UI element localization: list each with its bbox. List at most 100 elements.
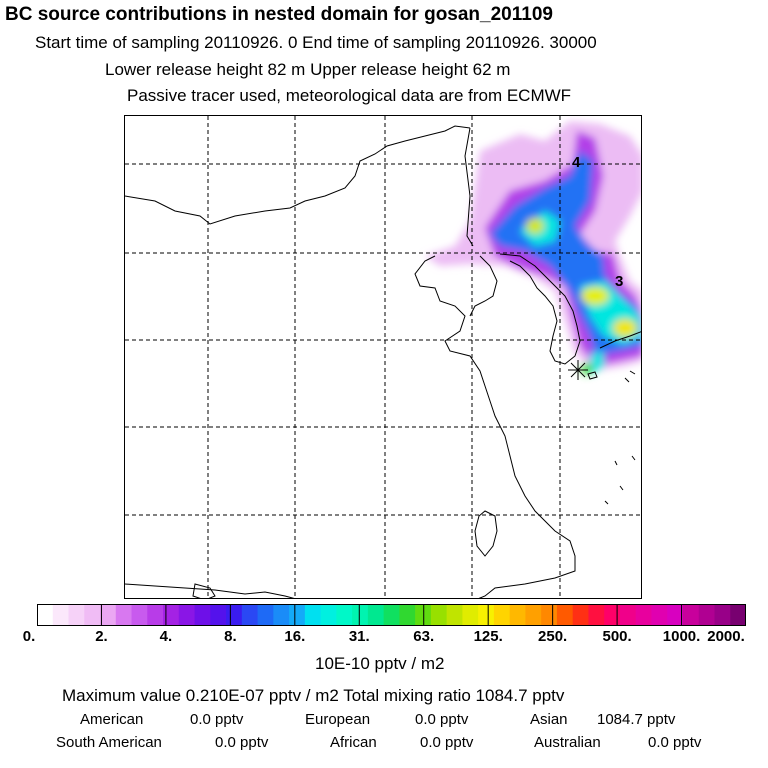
colorbar-cell	[588, 604, 605, 626]
korea-peninsula	[499, 253, 581, 365]
map-plot-area: 4 3	[124, 115, 642, 599]
colorbar-cell	[619, 604, 637, 626]
plume-yellow-1	[526, 218, 544, 234]
border-mongolia	[125, 125, 471, 225]
colorbar-cell	[210, 604, 227, 626]
taiwan	[474, 510, 498, 557]
colorbar-tick-label: 4.	[159, 628, 173, 645]
hainan	[192, 583, 216, 598]
colorbar-tick-label: 2.	[95, 628, 108, 645]
colorbar-cell	[84, 604, 101, 626]
australian-label: Australian	[534, 734, 601, 751]
american-value: 0.0 pptv	[190, 711, 244, 728]
colorbar-cell	[604, 604, 621, 626]
map-svg: 4 3	[125, 116, 641, 598]
african-value: 0.0 pptv	[420, 734, 474, 751]
south-american-label: South American	[56, 734, 162, 751]
colorbar-cell	[635, 604, 652, 626]
border-ne-china	[464, 127, 474, 247]
colorbar-border	[37, 604, 746, 626]
tracer-info-line: Passive tracer used, meteorological data…	[127, 86, 572, 105]
colorbar-cell	[572, 604, 589, 626]
colorbar-tick-label: 31.	[348, 628, 370, 645]
colorbar	[37, 604, 746, 626]
colorbar-cell	[68, 604, 85, 626]
colorbar-cell	[100, 604, 117, 626]
colorbar-cell	[383, 604, 400, 626]
colorbar-cell	[651, 604, 668, 626]
colorbar-cell	[273, 604, 290, 626]
plume-yellow-3	[613, 319, 637, 337]
colorbar-tick-label: 250.	[538, 628, 568, 645]
coastlines	[125, 125, 641, 598]
colorbar-tick-label: 8.	[224, 628, 237, 645]
colorbar-cell	[352, 604, 369, 626]
colorbar-cell	[493, 604, 511, 626]
colorbar-tick-label: 1000.	[662, 628, 701, 645]
colorbar-cell	[241, 604, 259, 626]
colorbar-cell	[399, 604, 416, 626]
colorbar-cell	[289, 604, 306, 626]
colorbar-cell	[541, 604, 558, 626]
colorbar-cell	[730, 604, 746, 626]
colorbar-cell	[226, 604, 243, 626]
colorbar-cell	[304, 604, 322, 626]
south-american-value: 0.0 pptv	[215, 734, 269, 751]
sampling-time-line: Start time of sampling 20110926. 0 End t…	[35, 33, 597, 52]
coast-bohai	[414, 255, 576, 598]
colorbar-cell	[147, 604, 164, 626]
colorbar-cell	[446, 604, 463, 626]
release-height-line: Lower release height 82 m Upper release …	[105, 60, 511, 79]
units-label: 10E-10 pptv / m2	[315, 654, 445, 673]
colorbar-cell	[163, 604, 180, 626]
colorbar-tick-label: 500.	[602, 628, 632, 645]
receptor-marker	[568, 360, 588, 380]
colorbar-cell	[37, 604, 54, 626]
colorbar-tick-label: 0.	[22, 628, 36, 645]
colorbar-cell	[178, 604, 196, 626]
african-label: African	[330, 734, 377, 751]
colorbar-cell	[462, 604, 479, 626]
chart-title: BC source contributions in nested domain…	[5, 4, 553, 25]
colorbar-cell	[509, 604, 526, 626]
plume-cyan	[520, 211, 640, 374]
concentration-field	[425, 121, 641, 375]
colorbar-cell	[367, 604, 385, 626]
european-label: European	[305, 711, 371, 728]
australian-value: 0.0 pptv	[648, 734, 702, 751]
asian-label: Asian	[530, 711, 568, 728]
receptor-line-d2	[570, 362, 586, 378]
american-label: American	[80, 711, 144, 728]
colorbar-cell	[430, 604, 448, 626]
colorbar-cell	[714, 604, 731, 626]
colorbar-cell	[131, 604, 148, 626]
european-value: 0.0 pptv	[415, 711, 469, 728]
asian-value: 1084.7 pptv	[597, 711, 676, 728]
colorbar-cell	[667, 604, 684, 626]
colorbar-cell	[320, 604, 337, 626]
colorbar-cell	[525, 604, 542, 626]
colorbar-tick-label: 2000.	[707, 628, 745, 645]
colorbar-cell	[698, 604, 715, 626]
colorbar-cell	[336, 604, 353, 626]
colorbar-cell	[115, 604, 133, 626]
region-label-3: 3	[615, 273, 623, 290]
colorbar-cell	[556, 604, 574, 626]
coast-japan	[599, 331, 641, 349]
colorbar-tick-label: 125.	[473, 628, 503, 645]
map-gridlines	[125, 116, 641, 598]
colorbar-tick-label: 63.	[413, 628, 435, 645]
colorbar-cell	[52, 604, 70, 626]
jeju	[587, 371, 598, 380]
colorbar-cell	[194, 604, 211, 626]
ryukyu-islands	[604, 370, 636, 505]
coast-bay	[469, 255, 498, 317]
colorbar-tick-label: 16.	[284, 628, 306, 645]
plume-green	[581, 363, 593, 375]
plume-yellow-2	[581, 287, 609, 305]
max-value-line: Maximum value 0.210E-07 pptv / m2 Total …	[62, 686, 565, 705]
region-label-4: 4	[572, 154, 581, 171]
colorbar-cell	[478, 604, 495, 626]
colorbar-cell	[257, 604, 274, 626]
colorbar-cell	[682, 604, 700, 626]
